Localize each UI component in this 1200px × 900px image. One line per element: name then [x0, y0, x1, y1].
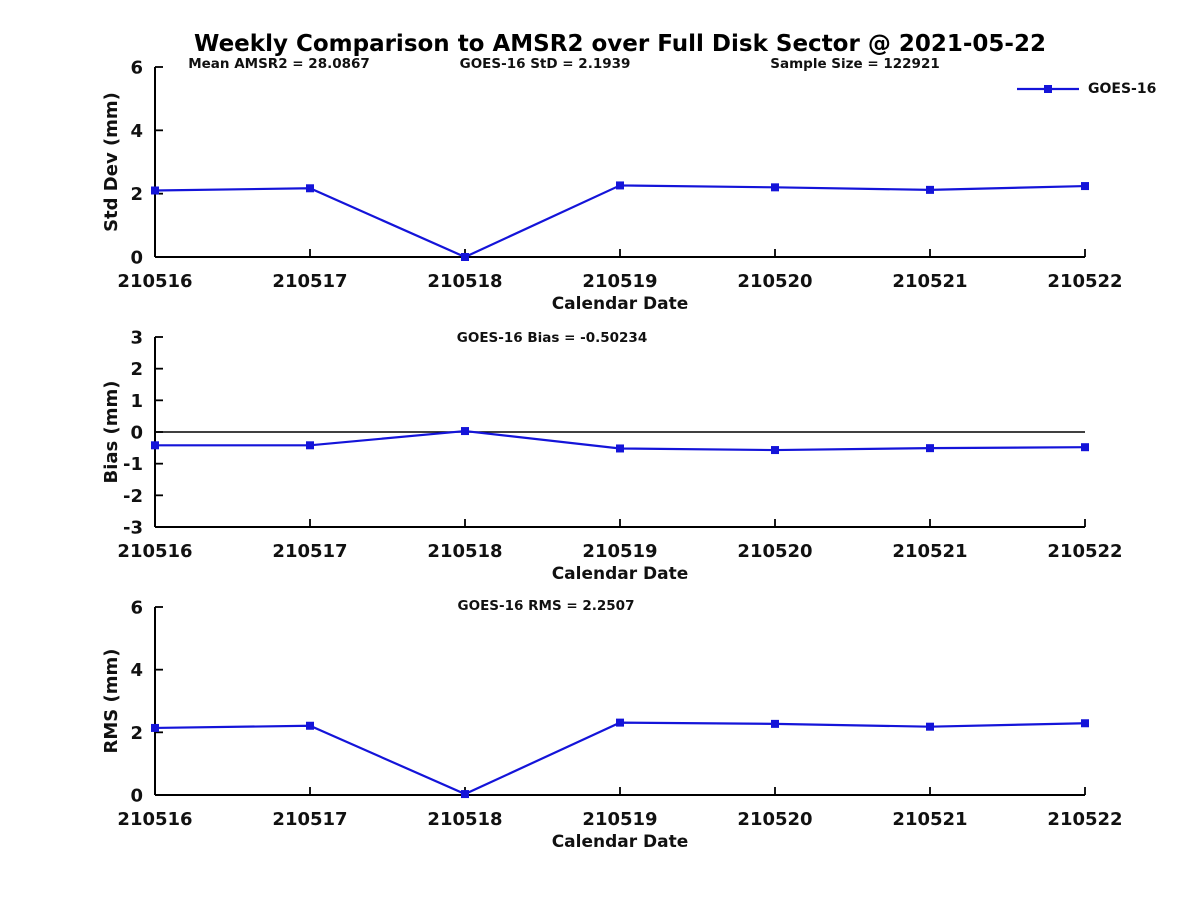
x-tick-label: 210517 — [272, 809, 347, 830]
data-point-marker — [306, 721, 314, 730]
y-tick-label: -1 — [123, 454, 143, 475]
x-tick-label: 210520 — [737, 809, 812, 830]
x-tick-label: 210518 — [427, 271, 502, 292]
x-tick-label: 210519 — [582, 541, 657, 562]
x-tick-label: 210519 — [582, 271, 657, 292]
data-point-marker — [306, 184, 314, 193]
x-tick-label: 210519 — [582, 809, 657, 830]
x-tick-label: 210522 — [1047, 541, 1122, 562]
x-tick-label: 210521 — [892, 809, 967, 830]
x-tick-label: 210522 — [1047, 271, 1122, 292]
data-point-marker — [1081, 182, 1089, 191]
x-tick-label: 210516 — [117, 541, 192, 562]
data-point-marker — [151, 441, 159, 450]
y-tick-label: 6 — [130, 598, 143, 619]
legend-label: GOES-16 — [1088, 81, 1157, 97]
annotation-mean-amsr2: Mean AMSR2 = 28.0867 — [188, 56, 370, 72]
y-tick-label: 4 — [130, 121, 143, 142]
series-line — [154, 184, 1086, 259]
y-tick-label: 1 — [130, 391, 143, 412]
y-tick-label: 0 — [130, 423, 143, 444]
y-tick-label: 2 — [130, 184, 143, 205]
x-axis-label: Calendar Date — [552, 832, 689, 852]
y-tick-label: 2 — [130, 723, 143, 744]
data-point-marker — [306, 441, 314, 450]
data-point-marker — [926, 722, 934, 731]
data-point-marker — [616, 181, 624, 190]
x-tick-label: 210521 — [892, 271, 967, 292]
x-tick-label: 210518 — [427, 809, 502, 830]
data-point-marker — [151, 186, 159, 195]
x-tick-label: 210518 — [427, 541, 502, 562]
data-point-marker — [1081, 719, 1089, 728]
data-point-marker — [461, 790, 469, 799]
y-tick-label: -3 — [123, 518, 143, 539]
y-tick-label: 4 — [130, 660, 143, 681]
data-point-marker — [1081, 443, 1089, 452]
y-tick-label: 6 — [130, 58, 143, 79]
x-tick-label: 210520 — [737, 271, 812, 292]
x-tick-label: 210517 — [272, 271, 347, 292]
data-point-marker — [461, 427, 469, 436]
data-point-marker — [461, 253, 469, 261]
y-axis-label: Bias (mm) — [101, 381, 122, 484]
legend-marker-icon — [1017, 85, 1079, 93]
x-tick-label: 210517 — [272, 541, 347, 562]
y-axis-label: RMS (mm) — [101, 649, 122, 754]
data-point-marker — [926, 185, 934, 194]
x-tick-label: 210516 — [117, 271, 192, 292]
y-tick-label: 0 — [130, 786, 143, 807]
data-point-marker — [616, 444, 624, 453]
y-axis-label: Std Dev (mm) — [101, 92, 122, 232]
x-tick-label: 210522 — [1047, 809, 1122, 830]
x-tick-label: 210521 — [892, 541, 967, 562]
data-point-marker — [151, 723, 159, 732]
x-tick-label: 210516 — [117, 809, 192, 830]
data-point-marker — [771, 183, 779, 192]
annotation-sample-size: Sample Size = 122921 — [770, 56, 940, 72]
y-tick-label: -2 — [123, 486, 143, 507]
x-tick-label: 210520 — [737, 541, 812, 562]
data-point-marker — [771, 446, 779, 455]
data-point-marker — [771, 719, 779, 728]
x-axis-label: Calendar Date — [552, 564, 689, 584]
legend: GOES-16 — [1016, 81, 1156, 97]
chart-title: Weekly Comparison to AMSR2 over Full Dis… — [194, 31, 1046, 57]
series-line — [154, 721, 1086, 796]
subplot-title-rms: GOES-16 RMS = 2.2507 — [457, 598, 635, 614]
x-axis-label: Calendar Date — [552, 294, 689, 314]
y-tick-label: 3 — [130, 328, 143, 349]
data-point-marker — [616, 718, 624, 727]
y-tick-label: 0 — [130, 248, 143, 269]
subplot-title-bias: GOES-16 Bias = -0.50234 — [456, 330, 648, 346]
data-point-marker — [926, 444, 934, 453]
annotation-goes16-std: GOES-16 StD = 2.1939 — [459, 56, 631, 72]
y-tick-label: 2 — [130, 359, 143, 380]
